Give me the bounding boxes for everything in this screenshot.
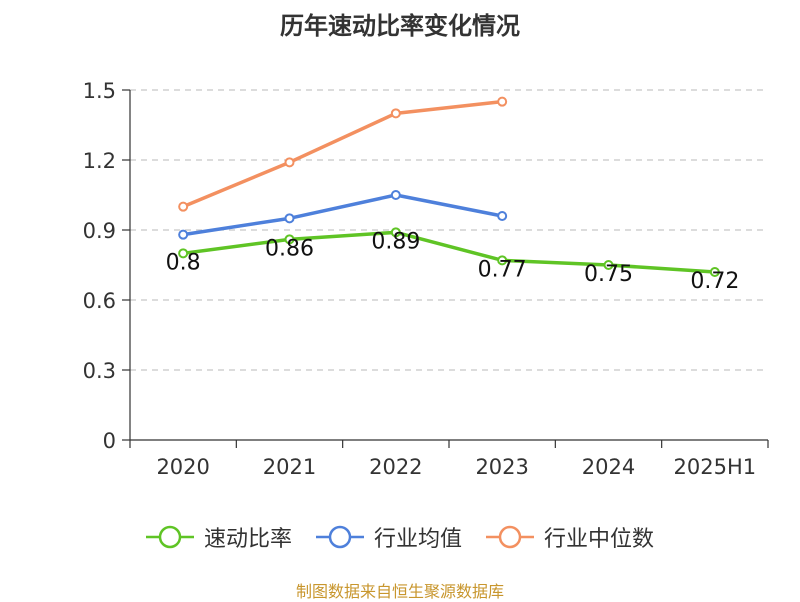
x-tick-label: 2023 — [475, 455, 528, 479]
series-line — [182, 193, 503, 237]
legend: 速动比率 行业均值 行业中位数 — [0, 520, 800, 554]
legend-line-circle-icon — [145, 525, 194, 549]
y-tick-label: 0.9 — [83, 219, 116, 243]
x-tick-label: 2025H1 — [674, 455, 757, 479]
data-label: 0.89 — [371, 229, 420, 254]
legend-line-circle-icon — [486, 525, 534, 549]
y-tick-label: 0 — [103, 429, 116, 453]
data-point — [178, 229, 189, 240]
data-point — [390, 227, 401, 238]
legend-line-circle-icon — [315, 525, 364, 549]
legend-item[interactable]: 速动比率 — [145, 521, 292, 553]
y-tick-label: 1.5 — [83, 79, 116, 103]
data-label: 0.77 — [478, 257, 527, 282]
data-point — [284, 234, 295, 245]
axes: 0 0.3 0.6 0.9 1.2 1.5 2020 2021 2022 2023 2024 2025… — [83, 79, 769, 479]
data-point — [284, 157, 295, 168]
data-point — [390, 108, 401, 119]
y-tick-label: 0.3 — [83, 359, 116, 383]
series-line — [182, 230, 715, 274]
series-line — [182, 99, 503, 209]
legend-item[interactable]: 行业中位数 — [486, 521, 654, 553]
chart-title: 历年速动比率变化情况 — [280, 12, 520, 40]
legend-label: 速动比率 — [203, 527, 292, 552]
data-point — [178, 248, 189, 259]
data-point — [178, 201, 189, 212]
data-point — [497, 255, 508, 266]
legend-label: 行业均值 — [373, 527, 462, 552]
data-label: 0.72 — [690, 269, 739, 294]
series-lines — [178, 96, 720, 277]
legend-label: 行业中位数 — [544, 527, 655, 552]
data-point — [497, 211, 508, 221]
data-point — [390, 190, 401, 200]
x-tick-label: 2021 — [263, 455, 316, 479]
x-tick-label: 2022 — [369, 455, 422, 479]
legend-item[interactable]: 行业均值 — [315, 521, 462, 553]
data-label: 0.86 — [265, 236, 314, 261]
data-labels: 0.8 0.86 0.89 0.77 0.75 0.72 — [166, 229, 740, 294]
data-label: 0.75 — [584, 262, 633, 287]
y-tick-label: 0.6 — [83, 289, 116, 313]
y-tick-label: 1.2 — [83, 149, 116, 173]
x-tick-label: 2024 — [582, 455, 635, 479]
data-point — [284, 213, 295, 224]
data-point — [497, 96, 508, 107]
source-note: 制图数据来自恒生聚源数据库 — [295, 582, 504, 601]
x-tick-label: 2020 — [156, 455, 209, 479]
data-point — [709, 267, 720, 277]
data-label: 0.8 — [166, 250, 201, 275]
data-point — [603, 260, 614, 270]
grid-lines — [130, 89, 768, 371]
